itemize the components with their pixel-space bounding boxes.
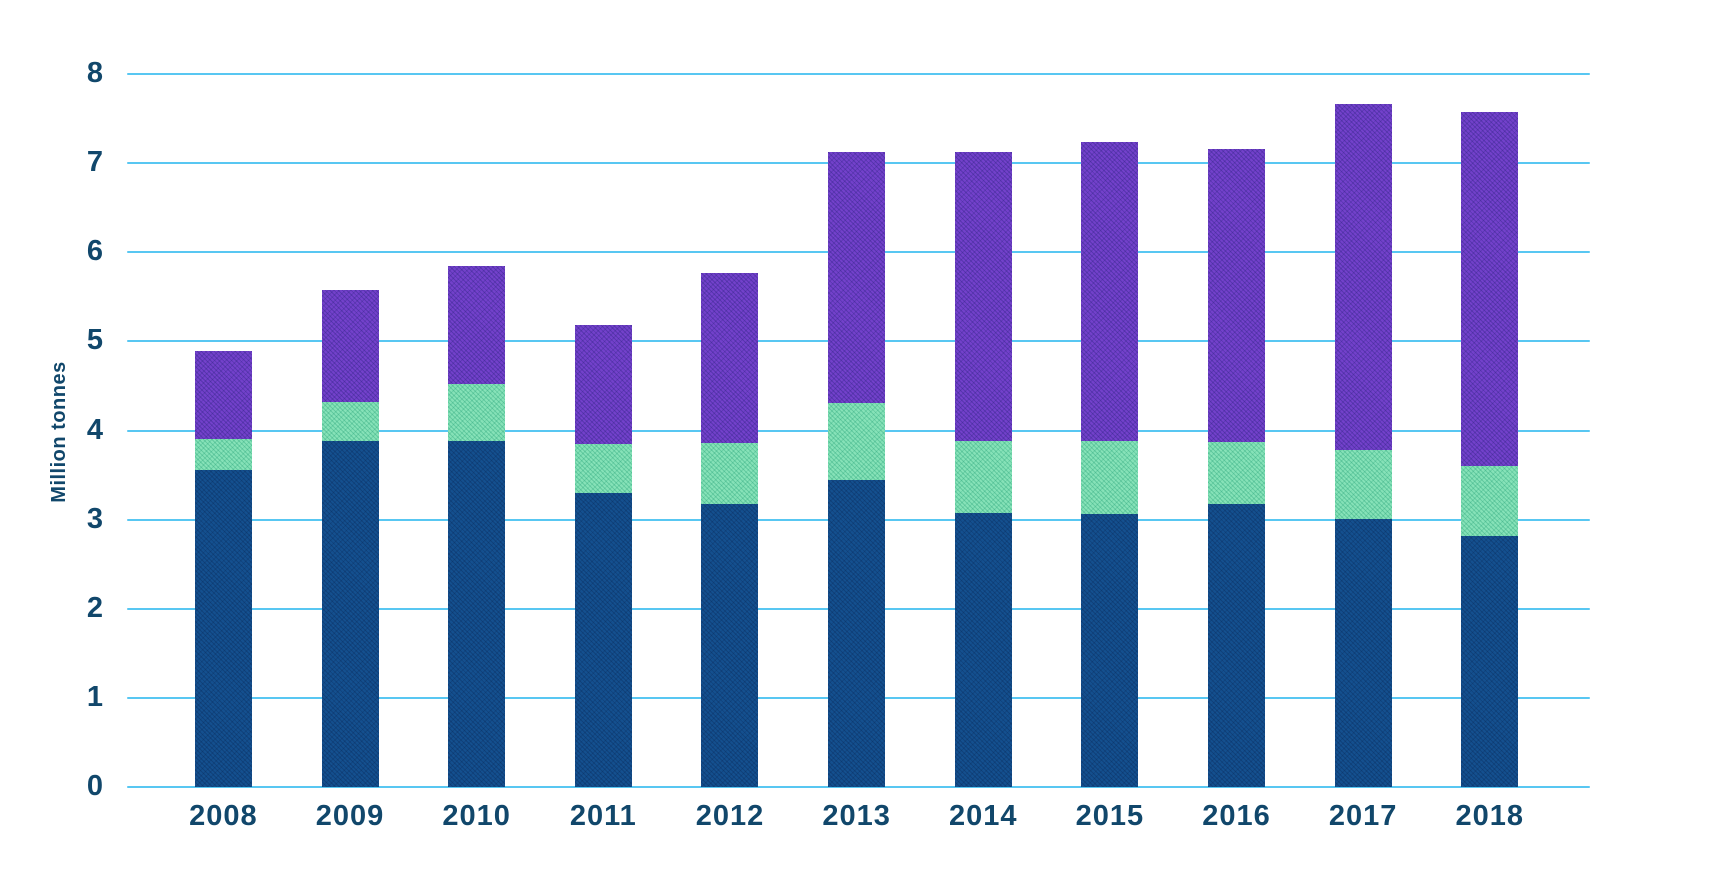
- bar-2018-segment-middle: [1461, 466, 1519, 536]
- bar-2014-segment-middle: [954, 441, 1012, 513]
- bar-2018: [1461, 112, 1519, 787]
- bar-2016-segment-bottom: [1208, 504, 1266, 787]
- bar-2016-segment-middle: [1208, 442, 1266, 505]
- bar-2012: [701, 272, 759, 787]
- bar-2012-segment-bottom: [701, 504, 759, 787]
- y-axis-tick-labels: 0 1 2 3 4 5 6 7 8: [40, 59, 103, 801]
- y-tick-label-5: 5: [86, 324, 103, 357]
- bar-2008-segment-bottom: [194, 469, 252, 787]
- bar-2013-segment-top: [828, 151, 886, 403]
- bar-2017-segment-middle: [1334, 450, 1392, 519]
- bar-2010-segment-top: [448, 265, 506, 385]
- bar-2016-segment-top: [1208, 148, 1266, 443]
- bar-2011-segment-middle: [574, 443, 632, 493]
- bar-2015-segment-middle: [1081, 441, 1139, 515]
- bar-2008-segment-top: [194, 351, 252, 439]
- y-tick-label-8: 8: [86, 57, 103, 89]
- x-tick-label-2015: 2015: [1075, 800, 1145, 832]
- bar-2009: [321, 289, 379, 787]
- y-tick-label-3: 3: [86, 502, 103, 535]
- y-tick-label-7: 7: [86, 146, 103, 179]
- bar-2008: [194, 351, 252, 787]
- x-tick-label-2016: 2016: [1202, 800, 1271, 832]
- x-tick-label-2009: 2009: [315, 800, 385, 832]
- bar-2017-segment-top: [1334, 104, 1392, 451]
- bar-2008-segment-middle: [194, 438, 252, 470]
- bar-2015-segment-top: [1081, 141, 1139, 442]
- bar-2013: [828, 151, 886, 787]
- y-tick-label-1: 1: [86, 680, 103, 713]
- bar-2013-segment-middle: [828, 402, 886, 481]
- y-tick-label-6: 6: [86, 235, 103, 268]
- bar-2014-segment-bottom: [954, 512, 1012, 787]
- y-tick-label-0: 0: [86, 770, 103, 802]
- plot-area: [127, 73, 1590, 788]
- bar-2010-segment-bottom: [448, 441, 506, 787]
- y-tick-label-4: 4: [86, 413, 103, 446]
- gridline-y-0: [127, 786, 1590, 788]
- bar-2009-segment-bottom: [321, 441, 379, 787]
- bar-2015-segment-bottom: [1081, 514, 1139, 787]
- bar-2017-segment-bottom: [1334, 518, 1392, 787]
- bar-2014: [954, 151, 1012, 787]
- x-tick-label-2014: 2014: [948, 800, 1018, 832]
- bar-2017: [1334, 104, 1392, 787]
- bar-2018-segment-top: [1461, 112, 1519, 467]
- bar-2018-segment-bottom: [1461, 535, 1519, 787]
- bar-2015: [1081, 141, 1139, 787]
- bar-2010-segment-middle: [448, 384, 506, 442]
- x-tick-label-2012: 2012: [695, 800, 765, 832]
- bar-2011-segment-bottom: [574, 492, 632, 787]
- bar-2011-segment-top: [574, 325, 632, 444]
- bar-2009-segment-top: [321, 289, 379, 402]
- bar-2014-segment-top: [954, 151, 1012, 442]
- y-tick-label-2: 2: [86, 591, 103, 624]
- bar-2009-segment-middle: [321, 402, 379, 442]
- bar-2010: [448, 265, 506, 787]
- x-tick-label-2010: 2010: [442, 800, 511, 832]
- bar-2012-segment-top: [701, 272, 759, 443]
- x-tick-label-2011: 2011: [569, 800, 637, 832]
- bar-2012-segment-middle: [701, 443, 759, 505]
- x-tick-label-2017: 2017: [1328, 800, 1398, 832]
- bar-2016: [1208, 148, 1266, 787]
- bar-2013-segment-bottom: [828, 480, 886, 787]
- x-tick-label-2008: 2008: [189, 800, 258, 832]
- bar-2011: [574, 325, 632, 787]
- x-axis-category-labels: 2008 2009 2010 2011 2012 2013 2014 2015 2016 2017…: [127, 800, 1590, 840]
- gridline-y-8: [127, 73, 1590, 75]
- x-tick-label-2018: 2018: [1455, 800, 1525, 832]
- x-tick-label-2013: 2013: [822, 800, 891, 832]
